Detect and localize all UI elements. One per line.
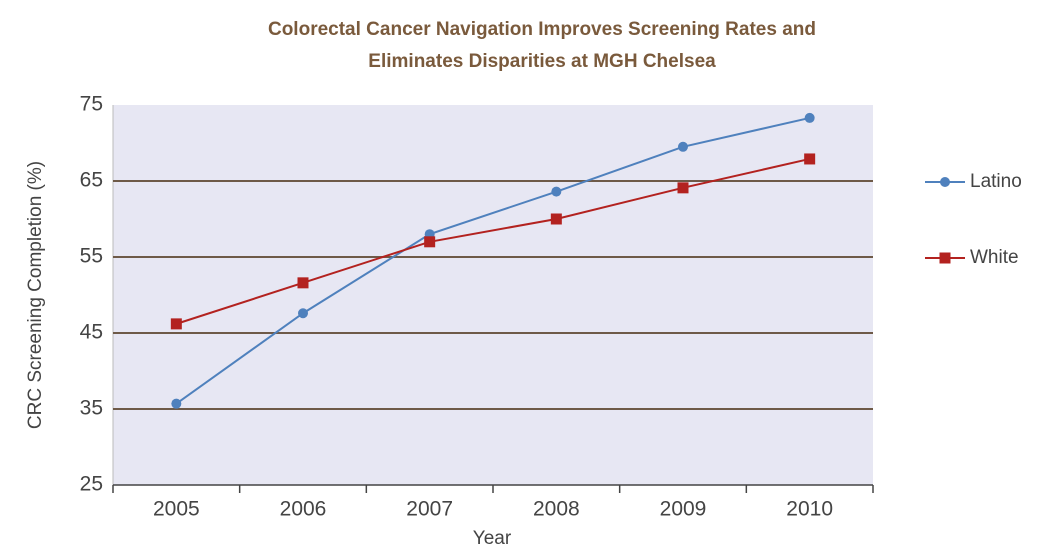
marker xyxy=(298,308,308,319)
y-tick-label: 75 xyxy=(80,93,103,116)
marker xyxy=(678,141,688,152)
x-tick-label: 2009 xyxy=(660,498,707,521)
marker xyxy=(804,153,816,165)
marker xyxy=(551,186,562,197)
legend-label: Latino xyxy=(970,171,1022,192)
chart-title: Colorectal Cancer Navigation Improves Sc… xyxy=(268,19,816,40)
marker xyxy=(939,252,951,264)
x-tick-label: 2006 xyxy=(280,498,327,521)
marker xyxy=(171,398,182,409)
marker xyxy=(170,318,182,330)
marker xyxy=(424,236,436,248)
x-axis-title: Year xyxy=(473,528,512,549)
y-axis-title: CRC Screening Completion (%) xyxy=(25,161,46,429)
x-tick-label: 2008 xyxy=(533,498,580,521)
y-tick-label: 55 xyxy=(80,245,103,268)
marker xyxy=(940,177,950,187)
x-tick-label: 2005 xyxy=(153,498,200,521)
marker xyxy=(297,277,309,289)
chart-title: Eliminates Disparities at MGH Chelsea xyxy=(368,51,716,72)
y-tick-label: 45 xyxy=(80,321,103,344)
y-tick-label: 35 xyxy=(80,397,103,420)
y-tick-label: 65 xyxy=(80,169,103,192)
marker xyxy=(550,213,562,225)
plot-area xyxy=(113,105,873,485)
y-tick-label: 25 xyxy=(80,473,103,496)
marker xyxy=(804,112,815,123)
legend-label: White xyxy=(970,247,1019,268)
x-tick-label: 2007 xyxy=(406,498,453,521)
series-line xyxy=(175,116,810,405)
marker xyxy=(677,182,689,194)
x-tick-label: 2010 xyxy=(786,498,833,521)
series-line xyxy=(176,157,810,325)
